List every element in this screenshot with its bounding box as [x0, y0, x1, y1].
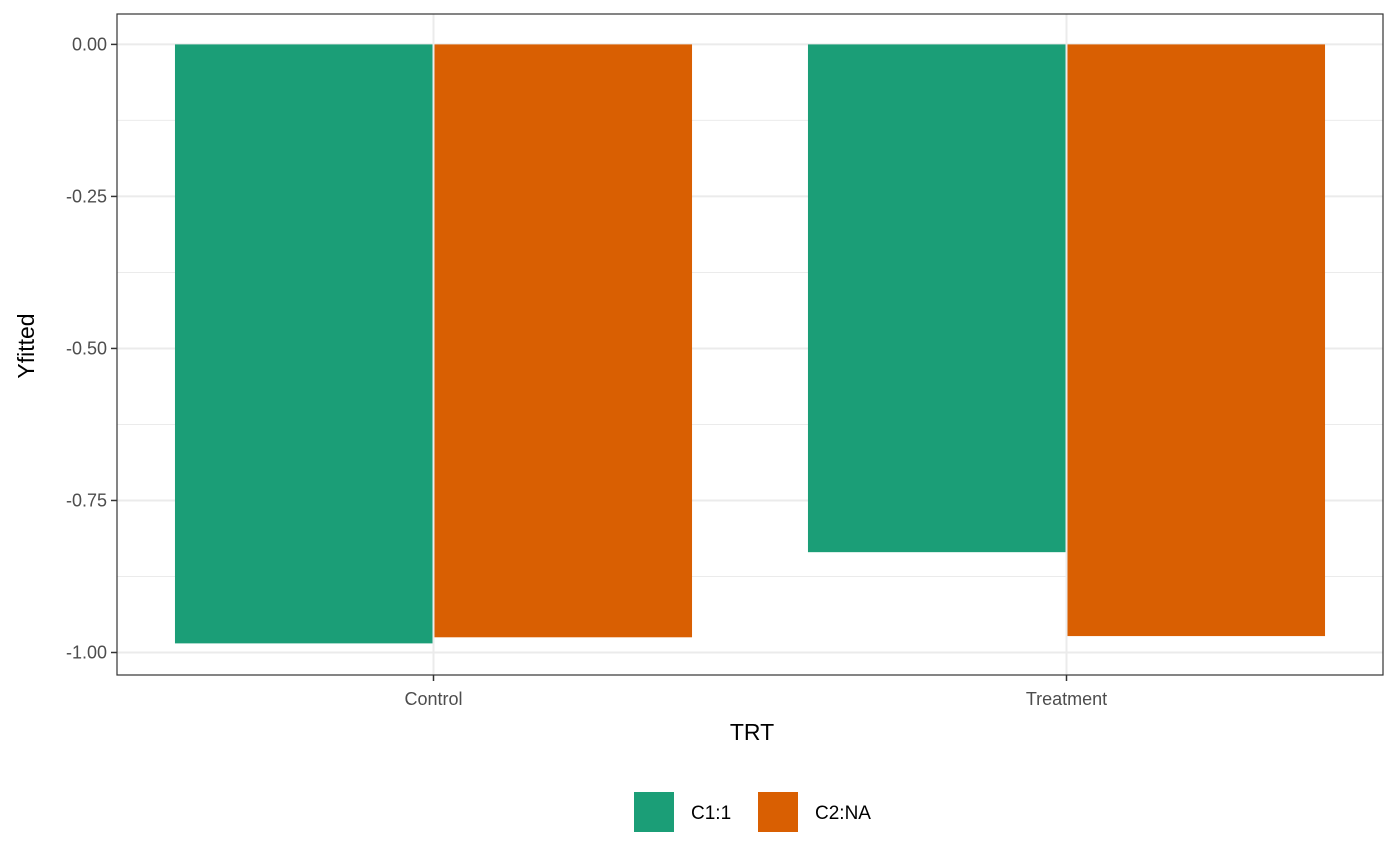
legend-label: C1:1: [691, 803, 731, 824]
y-tick-label: 0.00: [72, 34, 107, 54]
x-axis: Control Treatment: [404, 675, 1107, 709]
plot-panel-border: [116, 13, 1384, 676]
bar-c2-na-treatment: [1067, 44, 1326, 637]
legend-item-c2-na: C2:NA: [758, 792, 871, 832]
plot-panel: [116, 13, 1384, 676]
y-tick-label: -0.25: [66, 186, 107, 206]
bar-c1-1-treatment: [807, 44, 1066, 553]
bars: [174, 44, 1326, 644]
x-tick-label: Control: [404, 689, 462, 709]
legend-label: C2:NA: [815, 803, 871, 824]
legend-key: [758, 792, 798, 832]
legend-item-c1-1: C1:1: [634, 792, 731, 832]
legend: C1:1 C2:NA: [634, 792, 871, 832]
y-tick-label: -0.75: [66, 490, 107, 510]
y-axis: 0.00 -0.25 -0.50 -0.75 -1.00: [66, 34, 117, 663]
legend-key: [634, 792, 674, 832]
bar-c2-na-control: [434, 44, 693, 638]
x-tick-label: Treatment: [1026, 689, 1107, 709]
bar-c1-1-control: [174, 44, 433, 644]
y-axis-title: Yfitted: [13, 313, 39, 378]
x-axis-title: TRT: [730, 719, 774, 745]
y-tick-label: -1.00: [66, 643, 107, 663]
y-tick-label: -0.50: [66, 338, 107, 358]
